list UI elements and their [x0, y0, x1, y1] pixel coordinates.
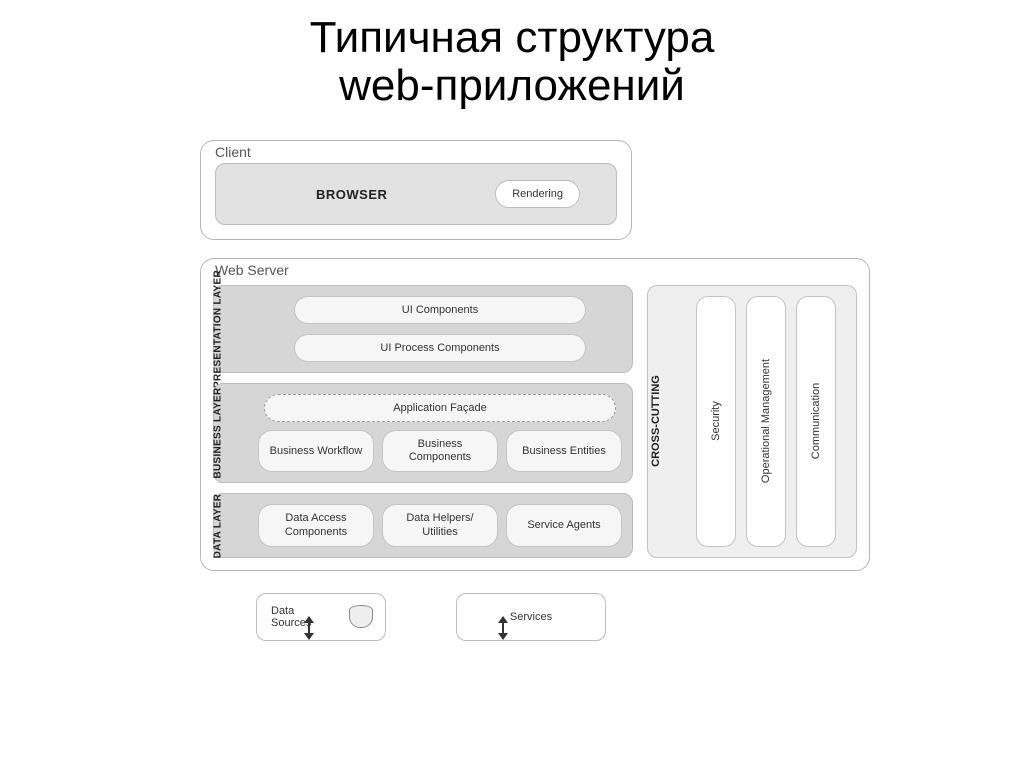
architecture-diagram: Client BROWSER Rendering Web Server PRES…: [200, 140, 870, 641]
services-label: Services: [510, 611, 552, 623]
data-access-pill: Data Access Components: [258, 504, 374, 546]
data-sources-box: Data Sources: [256, 593, 386, 641]
data-layer: DATA LAYER Data Access Components Data H…: [213, 493, 633, 557]
client-label: Client: [215, 144, 251, 160]
presentation-layer: PRESENTATION LAYER UI Components UI Proc…: [213, 285, 633, 373]
ui-components-pill: UI Components: [294, 296, 586, 324]
business-entities-pill: Business Entities: [506, 430, 622, 472]
operational-management-pill: Operational Management: [746, 296, 786, 547]
business-components-pill: Business Components: [382, 430, 498, 472]
ui-process-components-pill: UI Process Components: [294, 334, 586, 362]
application-facade-pill: Application Façade: [264, 394, 616, 422]
layers-column: PRESENTATION LAYER UI Components UI Proc…: [213, 285, 633, 558]
business-layer-label: BUSINESS LAYER: [213, 388, 224, 479]
browser-box: BROWSER Rendering: [215, 163, 617, 225]
crosscutting-label: CROSS-CUTTING: [650, 376, 662, 468]
browser-label: BROWSER: [316, 187, 387, 202]
business-workflow-pill: Business Workflow: [258, 430, 374, 472]
data-layer-label: DATA LAYER: [213, 493, 224, 558]
slide-title: Типичная структура web-приложений: [0, 0, 1024, 111]
services-box: Services: [456, 593, 606, 641]
data-helpers-pill: Data Helpers/ Utilities: [382, 504, 498, 546]
title-line-2: web-приложений: [339, 61, 685, 110]
business-layer: BUSINESS LAYER Application Façade Busine…: [213, 383, 633, 483]
webserver-panel: Web Server PRESENTATION LAYER UI Compone…: [200, 258, 870, 571]
database-icon: [349, 605, 371, 629]
webserver-label: Web Server: [215, 262, 289, 278]
presentation-layer-label: PRESENTATION LAYER: [213, 270, 224, 388]
rendering-pill: Rendering: [495, 180, 580, 208]
service-agents-pill: Service Agents: [506, 504, 622, 546]
security-pill: Security: [696, 296, 736, 547]
external-row: Data Sources Services: [256, 593, 870, 641]
arrow-data-sources: [308, 617, 310, 639]
communication-pill: Communication: [796, 296, 836, 547]
title-line-1: Типичная структура: [310, 13, 715, 62]
arrow-services: [502, 617, 504, 639]
crosscutting-panel: CROSS-CUTTING Security Operational Manag…: [647, 285, 857, 558]
client-panel: Client BROWSER Rendering: [200, 140, 632, 240]
